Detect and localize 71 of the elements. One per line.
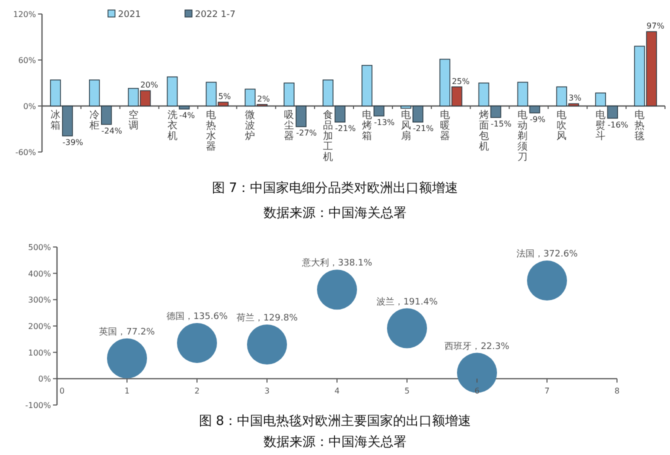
data-label: -27%	[296, 128, 318, 138]
data-label: 2%	[257, 94, 270, 104]
data-label: -4%	[179, 111, 196, 120]
x-tick-label: 1	[124, 386, 130, 396]
annotation: 西班牙，22.3%	[444, 340, 510, 352]
source-note: 数据来源：中国海关总署	[264, 435, 406, 450]
x-tick-label: 烤面包机	[478, 109, 489, 152]
y-tick-label: 400%	[28, 269, 52, 278]
x-tick-label: 电热水器	[206, 109, 216, 152]
point	[387, 308, 427, 348]
data-label: 20%	[140, 80, 159, 90]
y-tick-label: 120%	[13, 10, 36, 19]
x-tick-label: 8	[614, 386, 620, 396]
legend-label: 2021	[118, 10, 141, 20]
x-tick-label: 4	[334, 386, 340, 396]
x-tick-label: 食品加工机	[323, 109, 334, 163]
x-tick-label: 7	[544, 386, 550, 396]
data-label: -16%	[608, 120, 629, 130]
annotation: 荷兰，129.8%	[236, 312, 298, 324]
y-tick-label: 200%	[28, 322, 52, 331]
y-tick-label: -60%	[15, 148, 36, 157]
data-label: 97%	[646, 22, 665, 31]
x-tick-label: 电烤箱	[362, 109, 372, 142]
x-tick-label: 电暖器	[440, 109, 450, 142]
x-tick-label: 3	[264, 386, 270, 396]
text: 图 8：中国电热毯对欧洲主要国家的出口额增速	[198, 413, 472, 429]
x-tick-label: 洗衣机	[167, 109, 178, 142]
point	[107, 338, 147, 378]
point	[457, 352, 497, 393]
point	[317, 270, 357, 310]
x-tick-label: 空调	[128, 109, 138, 132]
data-label: -24%	[101, 126, 122, 136]
y-tick-label: 100%	[28, 348, 52, 358]
text: 图 7：中国家电细分品类对欧洲出口额增速	[212, 180, 458, 196]
x-tick-label: 电动剃须刀	[518, 109, 528, 163]
data-label: -15%	[490, 120, 512, 128]
y-tick-label: 0%	[38, 374, 52, 384]
point	[247, 324, 287, 364]
y-tick-label: 500%	[28, 243, 52, 252]
x-tick-label: 电吹风	[556, 109, 567, 142]
x-tick-label: 电风扇	[400, 109, 411, 142]
y-tick-label: -100%	[25, 401, 52, 410]
annotation: 英国，77.2%	[99, 326, 156, 338]
point	[177, 322, 217, 363]
legend-label: 2022 1-7	[195, 10, 236, 20]
annotation: 德国，135.6%	[166, 310, 228, 322]
x-tick-label: 2	[194, 386, 200, 396]
x-tick-label: 电熨斗	[596, 109, 606, 142]
data-label: -21%	[412, 124, 434, 134]
data-label: -39%	[62, 138, 84, 147]
data-label: 5%	[218, 92, 232, 102]
y-tick-label: 300%	[28, 296, 52, 305]
annotation: 意大利，338.1%	[300, 258, 373, 269]
point	[527, 260, 567, 301]
x-tick-label: 冷柜	[88, 109, 100, 132]
data-label: 25%	[452, 76, 470, 86]
x-tick-label: 电热毯	[634, 109, 645, 142]
annotation: 波兰，191.4%	[376, 296, 438, 308]
data-label: -9%	[530, 114, 546, 124]
x-tick-label: 5	[404, 386, 410, 396]
data-label: -21%	[335, 124, 356, 134]
y-tick-label: 60%	[18, 56, 36, 65]
data-label: 3%	[568, 94, 582, 103]
y-tick-label: 0%	[23, 102, 36, 111]
x-tick-label: 0	[59, 386, 65, 396]
data-label: -13%	[374, 118, 396, 127]
source-note: 数据来源：中国海关总署	[264, 206, 406, 221]
x-tick-label: 微波炉	[245, 110, 256, 142]
annotation: 法国，372.6%	[516, 248, 578, 260]
x-tick-label: 冰箱	[50, 109, 60, 132]
x-tick-label: 吸尘器	[284, 110, 294, 142]
